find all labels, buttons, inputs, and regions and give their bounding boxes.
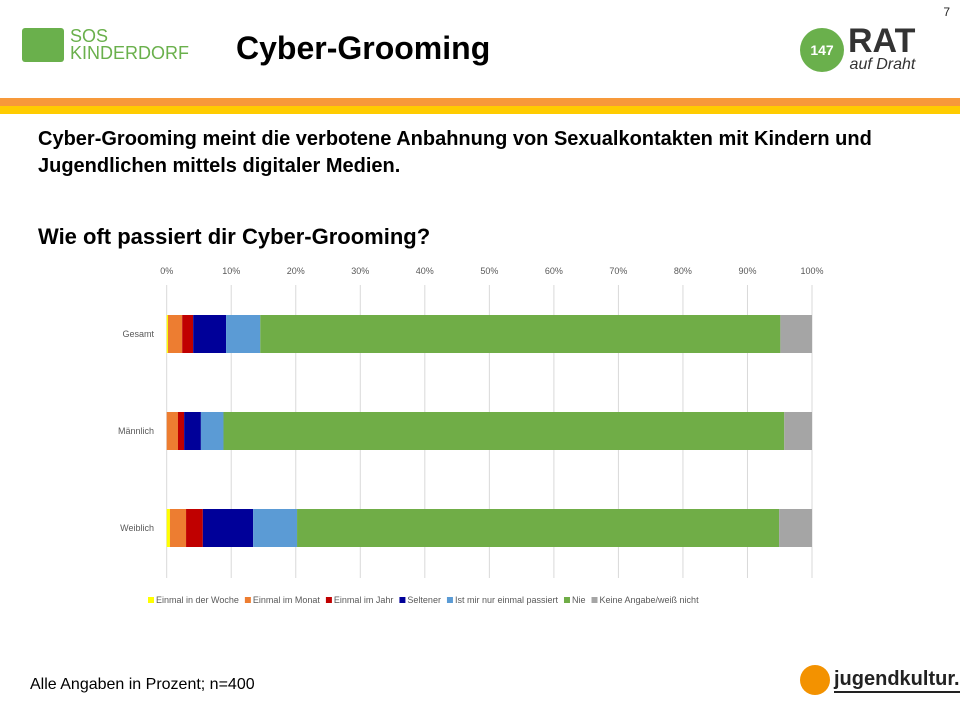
x-tick-label: 80% [674,266,692,276]
rat-text: RAT [848,22,916,60]
legend-swatch [325,597,332,603]
jugendkultur-text: jugendkultur.at [834,668,960,693]
legend-label: Ist mir nur einmal passiert [455,595,559,605]
x-tick-label: 30% [351,266,369,276]
x-tick-label: 70% [609,266,627,276]
legend-swatch [399,597,406,603]
sos-logo-text: SOS KINDERDORF [70,26,190,63]
legend-label: Nie [572,595,586,605]
legend-label: Einmal im Jahr [334,595,394,605]
bar-segment [169,509,187,547]
bar-segment [167,315,183,353]
rat-auf-draht-logo: 147 RAT auf Draht [800,22,916,74]
bar-segment [166,315,168,353]
x-tick-label: 90% [738,266,756,276]
sos-children-icon [22,28,64,62]
legend-swatch [148,597,154,603]
x-tick-label: 40% [416,266,434,276]
bar-segment [260,315,781,353]
orange-divider [0,98,960,106]
question-heading: Wie oft passiert dir Cyber-Grooming? [38,224,431,249]
x-tick-label: 100% [800,266,823,276]
x-tick-label: 50% [480,266,498,276]
x-tick-label: 60% [545,266,563,276]
category-label: Weiblich [120,523,154,533]
bar-segment [177,412,185,450]
speech-bubble-icon: 147 [800,28,844,72]
x-tick-label: 10% [222,266,240,276]
jugendkultur-icon [800,665,830,695]
page-title: Cyber-Grooming [236,30,491,66]
bar-segment [202,509,254,547]
bar-segment [184,412,201,450]
auf-draht-text: auf Draht [849,56,916,73]
bar-segment [166,509,170,547]
legend-label: Seltener [407,595,441,605]
sos-kinderdorf-logo: SOS KINDERDORF [22,26,200,63]
bar-segment [223,412,785,450]
category-label: Männlich [118,426,154,436]
page-number: 7 [943,5,950,19]
x-tick-label: 0% [160,266,173,276]
bar-segment [297,509,780,547]
bar-segment [784,412,812,450]
jugendkultur-logo: jugendkultur.at [800,665,960,695]
bar-segment [166,412,178,450]
legend-label: Keine Angabe/weiß nicht [600,595,700,605]
bar-segment [226,315,261,353]
legend-swatch [563,597,570,603]
bar-segment [182,315,194,353]
x-tick-label: 20% [287,266,305,276]
intro-text: Cyber-Grooming meint die verbotene Anbah… [38,128,872,177]
bar-segment [186,509,203,547]
stacked-bar-chart: 0% 10% 20% 30% 40% 50% 60% 70% 80% 90% 100% Gesamt M… [118,266,824,605]
bar-segment [780,315,812,353]
bar-segment [779,509,812,547]
bar-segment [200,412,224,450]
bar-segment [253,509,298,547]
category-label: Gesamt [122,329,154,339]
yellow-divider [0,106,960,114]
legend-swatch [244,597,251,603]
bar-segment [193,315,227,353]
legend-swatch [446,597,453,603]
legend-swatch [591,597,598,603]
legend-label: Einmal im Monat [253,595,321,605]
legend-label: Einmal in der Woche [156,595,239,605]
footer-note: Alle Angaben in Prozent; n=400 [30,676,255,693]
